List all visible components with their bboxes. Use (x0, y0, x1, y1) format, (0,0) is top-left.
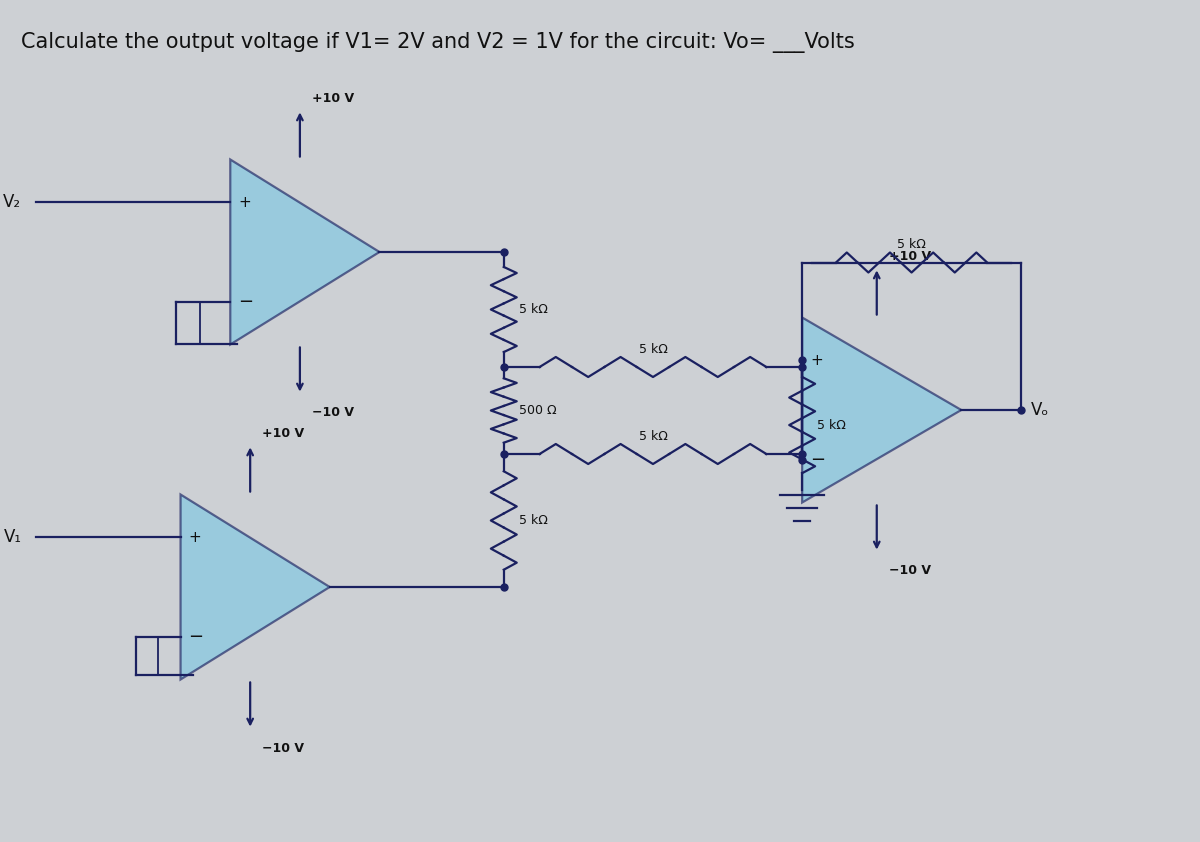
Text: +: + (810, 353, 823, 368)
Text: −10 V: −10 V (312, 407, 354, 419)
Text: 5 kΩ: 5 kΩ (518, 514, 547, 527)
Bar (175, 302, 200, 344)
Polygon shape (230, 159, 379, 344)
Text: Calculate the output voltage if V1= 2V and V2 = 1V for the circuit: Vo= ___Volts: Calculate the output voltage if V1= 2V a… (22, 32, 856, 53)
Text: Vₒ: Vₒ (1031, 401, 1049, 419)
Text: +10 V: +10 V (889, 249, 931, 263)
Text: 5 kΩ: 5 kΩ (638, 429, 667, 443)
Text: −: − (239, 293, 253, 311)
Text: 500 Ω: 500 Ω (518, 404, 557, 417)
Text: +: + (239, 195, 251, 210)
Text: −: − (810, 451, 826, 469)
Polygon shape (180, 494, 330, 679)
Text: V₁: V₁ (4, 528, 22, 546)
Bar (136, 637, 157, 675)
Text: −: − (188, 628, 204, 646)
Text: V₂: V₂ (4, 193, 22, 211)
Text: 5 kΩ: 5 kΩ (817, 418, 846, 432)
Text: 5 kΩ: 5 kΩ (898, 238, 926, 251)
Text: +: + (188, 530, 202, 545)
Text: −10 V: −10 V (262, 742, 304, 754)
Text: +10 V: +10 V (262, 427, 305, 440)
Polygon shape (802, 317, 961, 503)
Text: 5 kΩ: 5 kΩ (518, 303, 547, 316)
Text: +10 V: +10 V (312, 92, 354, 104)
Text: −10 V: −10 V (889, 564, 931, 578)
Text: 5 kΩ: 5 kΩ (638, 343, 667, 355)
